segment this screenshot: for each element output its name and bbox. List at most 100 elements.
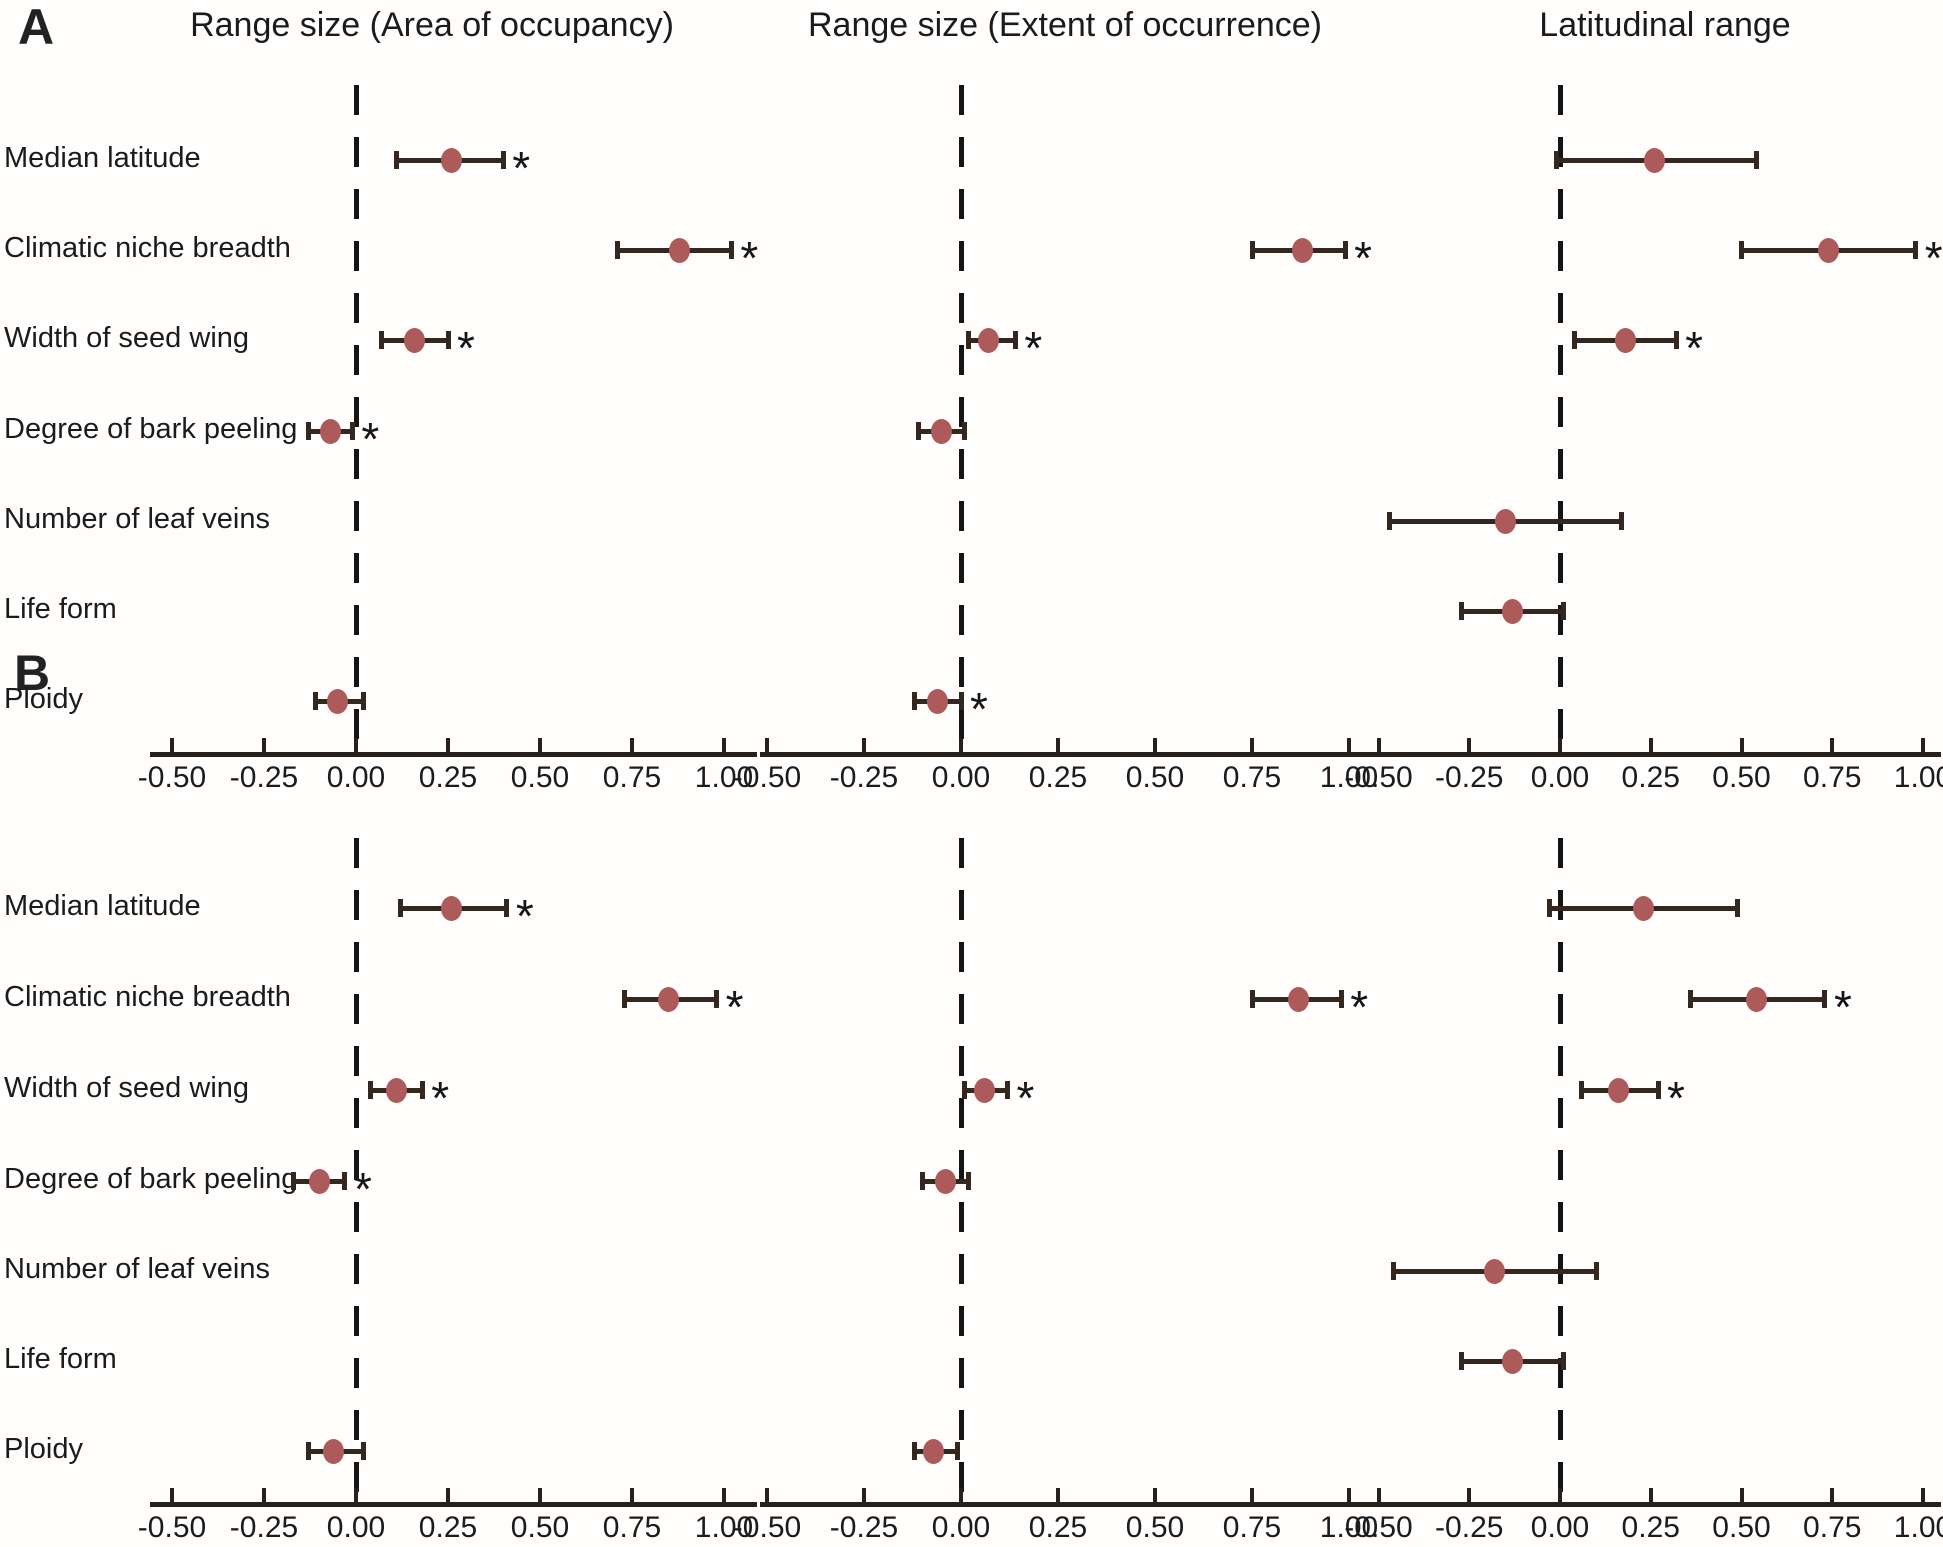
axis-tick <box>1250 1488 1254 1503</box>
axis-tick-label: 1.00 <box>1893 761 1943 794</box>
x-axis-line <box>1373 1502 1941 1507</box>
significance-asterisk: * <box>970 683 988 735</box>
estimate-point <box>323 1438 345 1464</box>
row-label: Life form <box>4 1343 117 1375</box>
axis-tick <box>1250 738 1254 753</box>
significance-asterisk: * <box>361 413 380 465</box>
error-bar-cap-high <box>1561 602 1567 620</box>
error-bar-cap-low <box>962 1081 968 1099</box>
zero-reference-line <box>1557 838 1563 1492</box>
axis-tick <box>1921 738 1925 753</box>
estimate-point <box>669 237 691 263</box>
error-bar-cap-low <box>911 1442 917 1460</box>
estimate-point <box>973 1077 995 1103</box>
axis-tick-label: -0.50 <box>1344 1511 1413 1544</box>
significance-asterisk: * <box>353 1163 372 1215</box>
error-bar-cap-high <box>962 422 968 440</box>
significance-asterisk: * <box>740 232 759 284</box>
estimate-point <box>441 895 463 921</box>
axis-tick <box>354 1488 358 1503</box>
axis-tick-label: 0.00 <box>931 1511 991 1544</box>
x-axis-line <box>150 752 757 757</box>
error-bar-cap-low <box>911 692 917 710</box>
axis-tick-label: 0.75 <box>1222 1511 1282 1544</box>
zero-reference-line <box>958 838 964 1492</box>
significance-asterisk: * <box>1833 981 1852 1033</box>
axis-tick <box>1558 1488 1562 1503</box>
row-label: Width of seed wing <box>4 1072 250 1104</box>
axis-tick-label: 0.00 <box>931 761 991 794</box>
axis-tick-label: 0.50 <box>510 761 570 794</box>
axis-tick-label: 0.50 <box>1712 1511 1771 1544</box>
error-bar-cap-low <box>1249 241 1255 259</box>
error-bar-cap-low <box>397 899 403 917</box>
axis-tick-label: -0.25 <box>829 761 899 794</box>
axis-tick <box>1921 1488 1925 1503</box>
axis-tick-label: -0.50 <box>732 761 802 794</box>
axis-tick-label: 0.50 <box>1125 761 1185 794</box>
error-bar-cap-high <box>1619 512 1625 530</box>
axis-tick <box>1830 738 1835 753</box>
error-bar-cap-low <box>305 422 311 440</box>
estimate-point <box>977 327 999 353</box>
axis-tick <box>630 1488 634 1503</box>
error-bar-cap-high <box>349 422 355 440</box>
row-label: Number of leaf veins <box>4 503 270 535</box>
error-bar-cap-high <box>714 990 720 1008</box>
axis-tick <box>446 738 450 753</box>
error-bar-cap-high <box>1338 990 1344 1008</box>
axis-tick <box>1739 1488 1744 1503</box>
significance-asterisk: * <box>512 142 531 194</box>
zero-reference-line <box>1557 85 1563 742</box>
estimate-point <box>1614 327 1636 353</box>
estimate-point <box>927 688 949 714</box>
panel-b-label: B <box>14 645 51 701</box>
estimate-point <box>658 986 680 1012</box>
estimate-point <box>1632 895 1654 921</box>
axis-tick <box>765 1488 769 1503</box>
row-label: Degree of bark peeling <box>4 1163 298 1195</box>
error-bar-cap-low <box>1553 151 1559 169</box>
error-bar-cap-high <box>1753 151 1759 169</box>
estimate-point <box>1643 147 1665 173</box>
significance-asterisk: * <box>1024 322 1043 374</box>
estimate-point <box>1607 1077 1629 1103</box>
error-bar-cap-high <box>1342 241 1348 259</box>
error-bar-cap-low <box>1249 990 1255 1008</box>
error-bar-cap-high <box>728 241 734 259</box>
axis-tick <box>1347 1488 1351 1503</box>
error-bar-cap-high <box>1593 1262 1599 1280</box>
axis-tick <box>959 1488 963 1503</box>
error-bar-cap-low <box>305 1442 311 1460</box>
zero-reference-line <box>958 85 964 742</box>
row-label: Climatic niche breadth <box>4 981 291 1013</box>
axis-tick-label: -0.50 <box>1344 761 1413 794</box>
axis-tick <box>170 738 174 753</box>
error-bar-cap-high <box>360 1442 366 1460</box>
significance-asterisk: * <box>515 890 534 942</box>
error-bar-cap-low <box>368 1081 374 1099</box>
axis-tick-label: -0.25 <box>1435 761 1504 794</box>
axis-tick-label: 1.00 <box>694 1511 754 1544</box>
axis-tick <box>1153 738 1157 753</box>
axis-tick-label: 0.00 <box>1530 1511 1590 1544</box>
error-bar-cap-low <box>379 331 385 349</box>
axis-tick-label: 0.75 <box>1803 761 1862 794</box>
x-axis-line <box>150 1502 757 1507</box>
error-bar-cap-low <box>614 241 620 259</box>
axis-tick <box>1153 1488 1157 1503</box>
column-title-extent-of-occurrence: Range size (Extent of occurrence) <box>807 6 1323 44</box>
axis-tick-label: 0.75 <box>1803 1511 1862 1544</box>
significance-asterisk: * <box>1685 322 1704 374</box>
column-title-latitudinal-range: Latitudinal range <box>1539 6 1791 44</box>
row-label: Median latitude <box>4 890 201 922</box>
axis-tick <box>262 1488 266 1503</box>
error-bar-cap-low <box>622 990 628 1008</box>
axis-tick-label: 0.00 <box>326 761 386 794</box>
estimate-point <box>308 1168 330 1194</box>
axis-tick <box>1056 1488 1060 1503</box>
estimate-point <box>1484 1258 1506 1284</box>
axis-tick-label: 1.00 <box>1319 1511 1379 1544</box>
estimate-point <box>1495 508 1517 534</box>
